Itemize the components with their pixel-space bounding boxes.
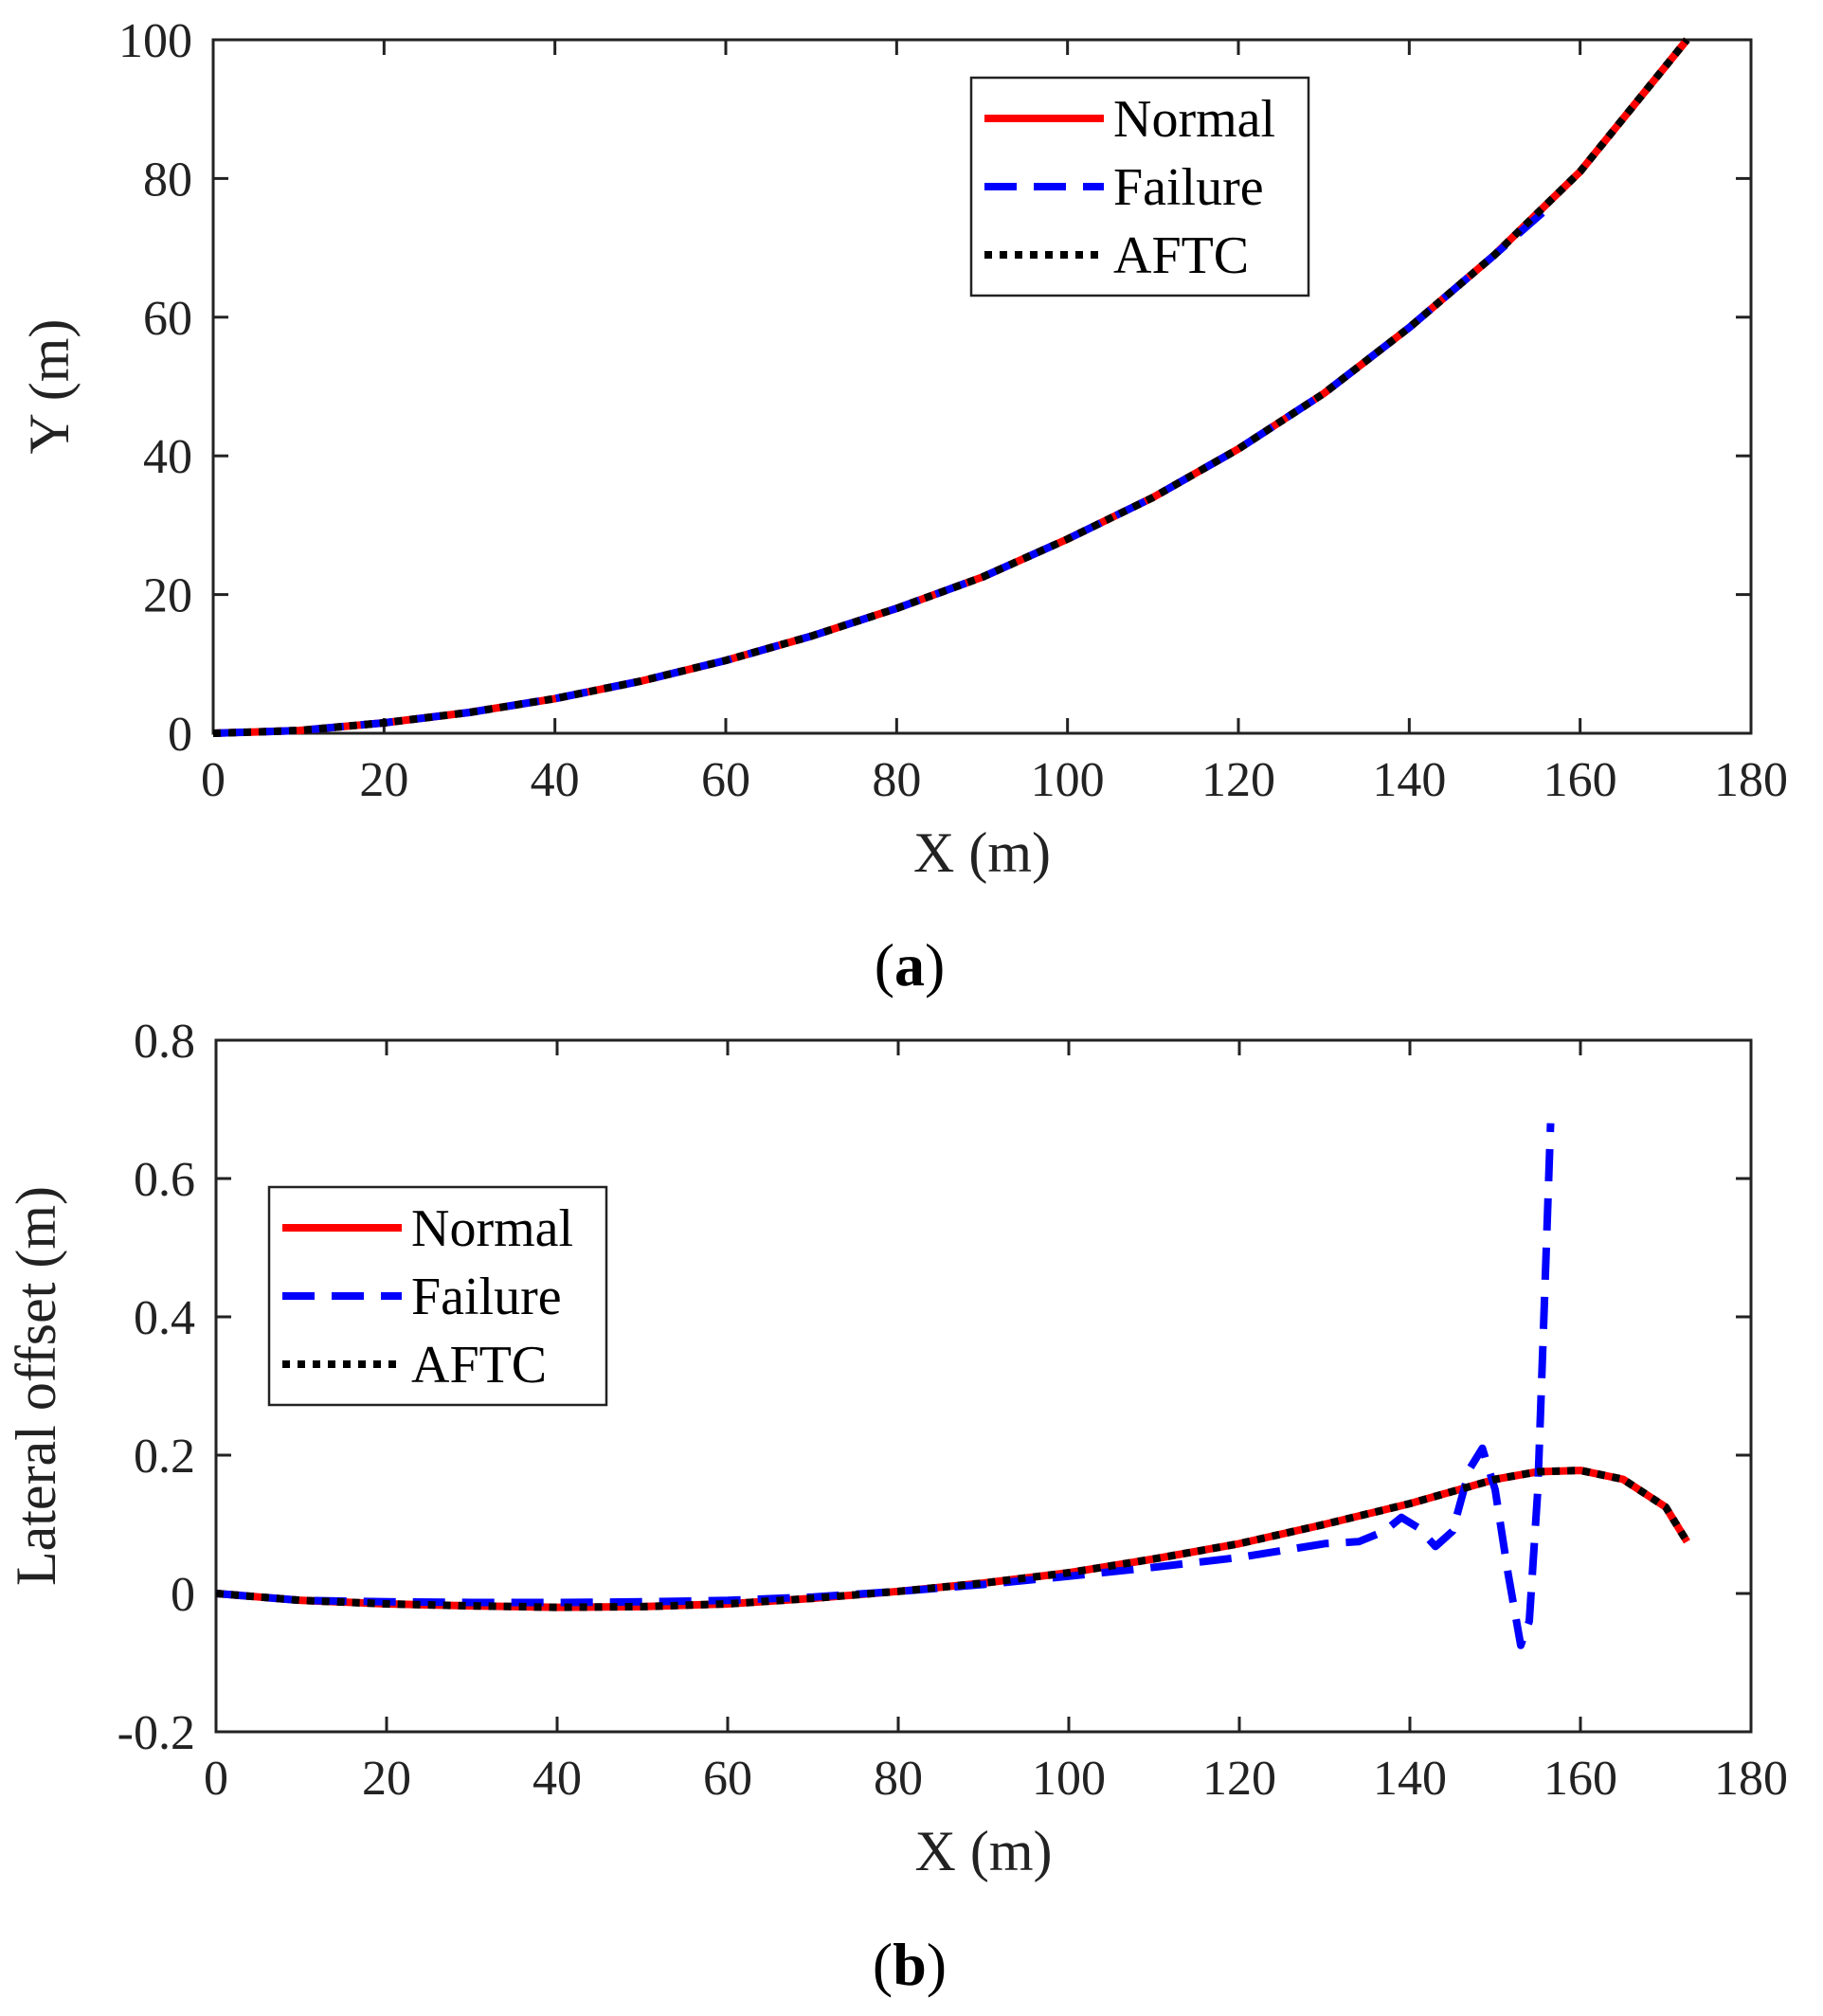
series-line-failure [213, 207, 1549, 737]
x-tick-label: 60 [701, 753, 750, 807]
y-tick-label: 0.6 [134, 1153, 195, 1207]
legend-label-aftc: AFTC [1113, 226, 1249, 285]
axes-box [211, 38, 1753, 735]
series-line-normal [213, 37, 1690, 737]
caption-b: (b) [873, 1931, 947, 1998]
chart-a-trajectory: 0 20 40 60 80 100 120 140 160 180 0 20 40 60 80 100 X (m… [18, 14, 1788, 884]
x-tick-label: 20 [359, 753, 408, 807]
x-tick-label: 40 [531, 753, 580, 807]
axes-box [214, 1038, 1753, 1734]
y-axis-label: Y (m) [18, 319, 81, 455]
y-tick-label: 0.4 [134, 1291, 195, 1345]
legend-label-aftc: AFTC [411, 1336, 547, 1395]
y-tick-label: 0.2 [134, 1430, 195, 1484]
caption-b-letter: b [893, 1931, 927, 1998]
series-line-aftc [213, 37, 1690, 737]
y-tick-label: -0.2 [117, 1706, 195, 1760]
x-tick-label: 140 [1373, 1752, 1447, 1806]
x-axis-label: X (m) [915, 1820, 1053, 1882]
x-tick-label: 0 [201, 753, 226, 807]
x-tick-label: 180 [1714, 1752, 1788, 1806]
x-tick-label: 100 [1032, 1752, 1106, 1806]
legend-box [267, 1185, 608, 1407]
x-tick-label: 60 [703, 1752, 752, 1806]
y-tick-label: 80 [143, 153, 192, 207]
x-tick-label: 40 [532, 1752, 582, 1806]
x-tick-label: 80 [872, 753, 921, 807]
y-tick-label: 0 [168, 708, 192, 762]
y-tick-label: 0 [171, 1568, 195, 1622]
chart-b-lateral-offset: 0 20 40 60 80 100 120 140 160 180-0.200.20.40.60.… [5, 1015, 1788, 1882]
x-tick-label: 120 [1201, 753, 1275, 807]
legend-label-failure: Failure [411, 1268, 562, 1326]
x-axis-label: X (m) [913, 821, 1051, 884]
series-line-aftc [216, 1467, 1690, 1611]
legend-label-failure: Failure [1113, 158, 1264, 217]
y-tick-label: 100 [118, 14, 192, 68]
legend-label-normal: Normal [411, 1199, 573, 1258]
legend-box [969, 76, 1310, 297]
x-tick-label: 160 [1543, 753, 1617, 807]
y-axis-label: Lateral offset (m) [5, 1186, 67, 1586]
x-tick-label: 120 [1202, 1752, 1276, 1806]
y-tick-label: 40 [143, 430, 192, 484]
x-tick-label: 20 [362, 1752, 411, 1806]
x-tick-label: 100 [1031, 753, 1105, 807]
x-tick-label: 80 [874, 1752, 923, 1806]
y-tick-label: 0.8 [134, 1015, 195, 1069]
x-tick-label: 140 [1372, 753, 1446, 807]
x-tick-label: 0 [204, 1752, 228, 1806]
x-tick-label: 180 [1714, 753, 1788, 807]
series-line-failure [216, 1123, 1555, 1649]
caption-a: (a) [875, 931, 946, 999]
y-tick-label: 20 [143, 569, 192, 623]
x-tick-label: 160 [1543, 1752, 1617, 1806]
caption-a-letter: a [894, 931, 925, 999]
legend-label-normal: Normal [1113, 90, 1275, 149]
y-tick-label: 60 [143, 292, 192, 346]
